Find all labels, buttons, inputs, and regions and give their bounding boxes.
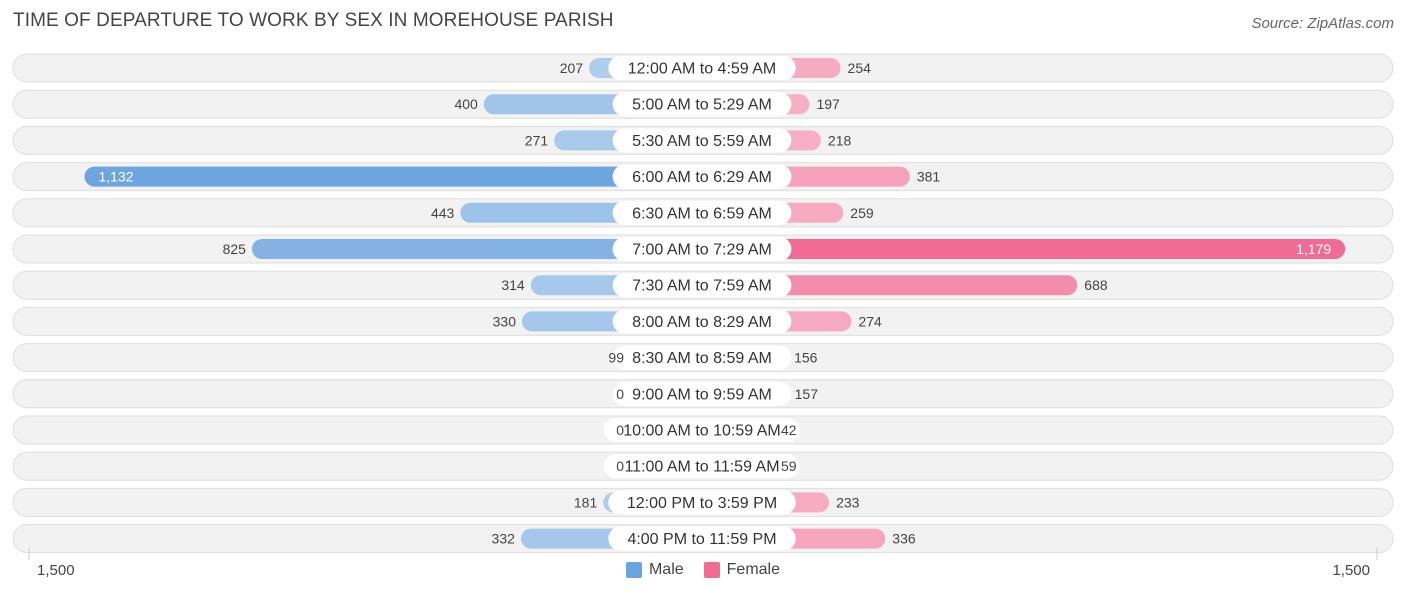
axis-right-max-label: 1,500 <box>1332 562 1370 579</box>
female-value-label: 157 <box>795 386 819 402</box>
female-value-label: 233 <box>836 494 860 510</box>
category-pill <box>612 273 792 298</box>
category-pill <box>604 418 800 442</box>
category-pill <box>612 128 792 153</box>
category-pill <box>608 490 796 515</box>
male-value-label: 0 <box>616 458 624 474</box>
category-label: 7:00 AM to 7:29 AM <box>632 242 772 259</box>
legend-item-female: Female <box>703 561 781 579</box>
male-value-label: 330 <box>493 313 517 329</box>
category-label: 7:30 AM to 7:59 AM <box>632 278 772 295</box>
category-pill <box>612 309 792 334</box>
male-value-label: 443 <box>431 205 455 221</box>
category-pill <box>612 164 792 189</box>
category-label: 10:00 AM to 10:59 AM <box>623 423 780 440</box>
legend-label-female: Female <box>726 561 781 578</box>
axis-left-max-label: 1,500 <box>37 562 75 579</box>
female-value-label: 336 <box>892 531 916 547</box>
female-value-label: 156 <box>794 350 818 366</box>
category-label: 6:00 AM to 6:29 AM <box>632 169 772 186</box>
legend-label-male: Male <box>648 561 684 578</box>
male-value-label: 825 <box>223 241 247 257</box>
female-value-label: 59 <box>781 458 797 474</box>
category-label: 5:00 AM to 5:29 AM <box>632 97 772 114</box>
female-value-label: 1,179 <box>1296 241 1331 257</box>
female-value-label: 688 <box>1084 277 1108 293</box>
category-label: 8:30 AM to 8:59 AM <box>632 350 772 367</box>
female-value-label: 259 <box>850 205 874 221</box>
male-value-label: 314 <box>501 277 525 293</box>
category-label: 9:00 AM to 9:59 AM <box>632 386 772 403</box>
male-value-label: 181 <box>574 494 598 510</box>
source-credit: Source: ZipAtlas.com <box>1251 15 1394 32</box>
male-value-label: 400 <box>454 96 478 112</box>
category-pill <box>608 56 796 80</box>
category-label: 11:00 AM to 11:59 AM <box>624 459 779 476</box>
category-pill <box>612 237 792 261</box>
category-label: 8:00 AM to 8:29 AM <box>632 314 772 331</box>
category-pill <box>612 92 792 117</box>
female-value-label: 274 <box>858 313 882 329</box>
category-label: 4:00 PM to 11:59 PM <box>627 531 776 548</box>
male-bar <box>251 239 712 259</box>
chart-title: TIME OF DEPARTURE TO WORK BY SEX IN MORE… <box>13 10 614 31</box>
legend-item-male: Male <box>625 561 684 579</box>
male-value-label: 207 <box>560 60 584 76</box>
legend: Male Female <box>0 561 1406 579</box>
category-pill <box>612 345 792 370</box>
category-pill <box>604 454 800 479</box>
category-label: 12:00 AM to 4:59 AM <box>628 61 777 78</box>
category-pill <box>608 526 796 551</box>
legend-swatch-male <box>625 562 642 578</box>
diverging-bar-chart: 12:00 AM to 4:59 AM 207 254 5:00 AM to 5:29… <box>12 53 1394 560</box>
category-pill <box>612 200 792 225</box>
category-pill <box>612 381 792 406</box>
male-value-label: 99 <box>608 350 624 366</box>
female-value-label: 381 <box>917 169 941 185</box>
male-value-label: 332 <box>492 531 516 547</box>
male-value-label: 271 <box>525 132 549 148</box>
category-label: 6:30 AM to 6:59 AM <box>632 205 772 222</box>
male-bar <box>84 166 712 187</box>
male-value-label: 0 <box>616 422 624 438</box>
female-value-label: 42 <box>781 422 797 438</box>
female-value-label: 197 <box>816 96 840 112</box>
category-label: 5:30 AM to 5:59 AM <box>632 133 772 150</box>
male-value-label: 0 <box>616 386 624 402</box>
female-bar <box>692 239 1346 259</box>
legend-swatch-female <box>703 562 720 578</box>
female-value-label: 218 <box>828 132 852 148</box>
category-label: 12:00 PM to 3:59 PM <box>627 495 777 512</box>
female-value-label: 254 <box>848 60 872 76</box>
male-value-label: 1,132 <box>98 169 133 185</box>
